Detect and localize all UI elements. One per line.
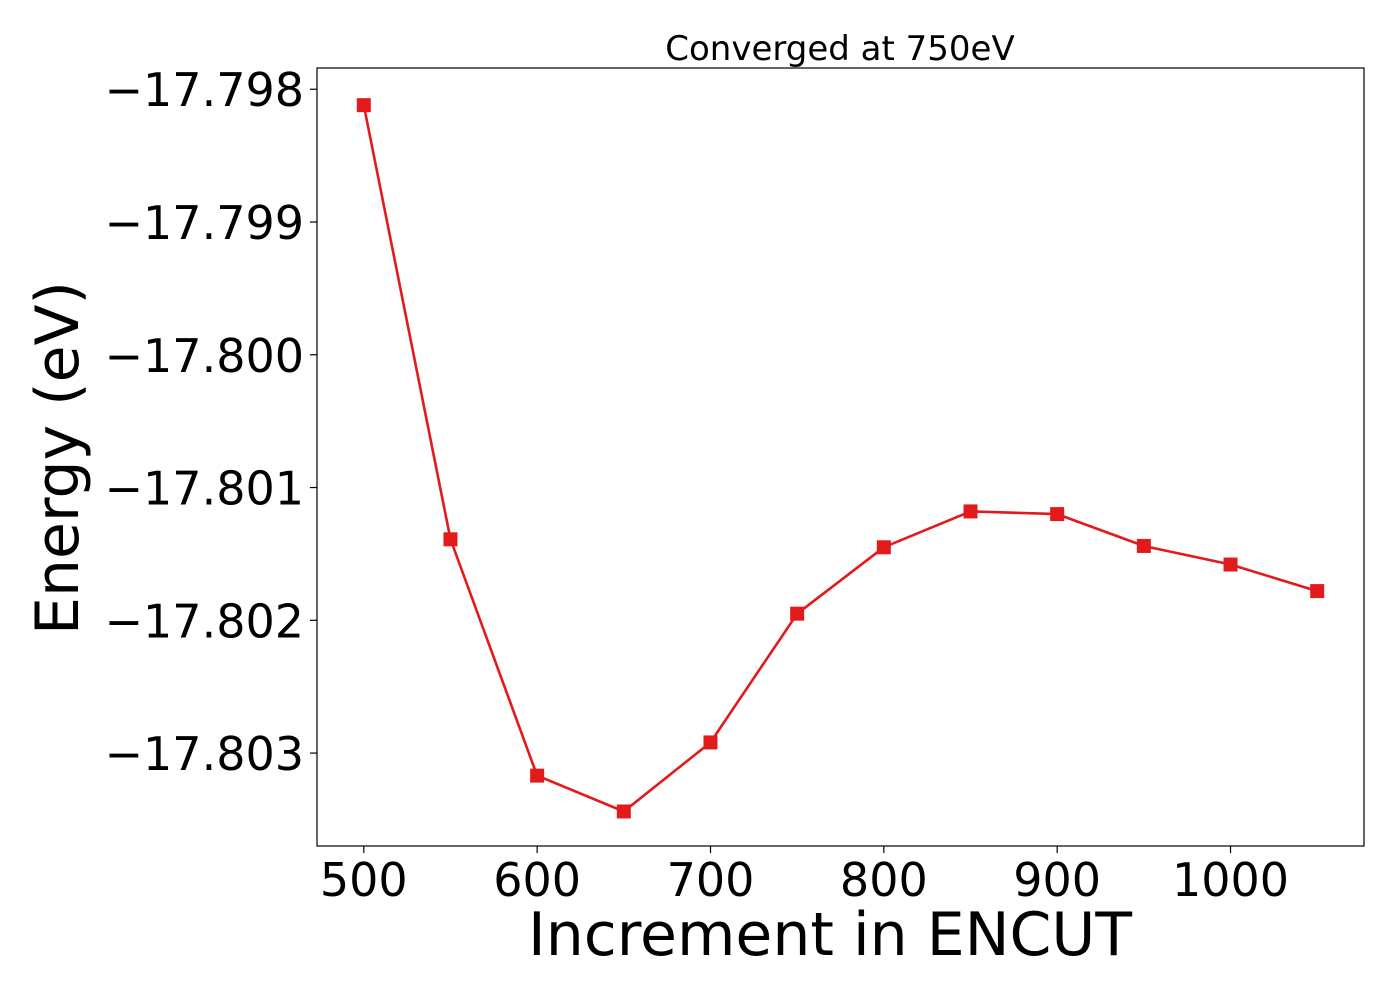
y-axis-label: Energy (eV) <box>23 281 93 635</box>
data-point-marker <box>356 98 371 113</box>
series-layer <box>356 98 1325 819</box>
x-tick-label: 700 <box>667 853 755 907</box>
data-point-marker <box>443 532 458 547</box>
plot-area-frame <box>316 67 1365 847</box>
y-tick-label: −17.803 <box>105 727 305 781</box>
data-point-marker <box>1050 507 1065 522</box>
data-point-marker <box>530 768 545 783</box>
x-tick-label: 900 <box>1013 853 1101 907</box>
x-tick-label: 800 <box>840 853 928 907</box>
data-point-marker <box>963 504 978 519</box>
data-point-marker <box>703 735 718 750</box>
series-line <box>362 104 1318 813</box>
data-point-marker <box>1310 584 1325 599</box>
data-point-marker <box>1223 557 1238 572</box>
y-tick-label: −17.798 <box>105 63 305 117</box>
x-tick-label: 600 <box>493 853 581 907</box>
y-tick-label: −17.801 <box>105 462 305 516</box>
x-tick-label: 1000 <box>1172 853 1289 907</box>
data-point-marker <box>1136 538 1151 553</box>
y-tick-label: −17.800 <box>105 329 305 383</box>
data-point-marker <box>876 540 891 555</box>
y-axis-ticks: −17.798 −17.799 −17.800 −17.801 −17.802 −17.8… <box>105 63 317 781</box>
y-tick-label: −17.799 <box>105 196 305 250</box>
chart-title: Converged at 750eV <box>665 29 1014 69</box>
x-axis-label: Increment in ENCUT <box>528 900 1132 970</box>
data-point-marker <box>790 606 805 621</box>
data-point-marker <box>616 804 631 819</box>
x-tick-label: 500 <box>320 853 408 907</box>
y-tick-label: −17.802 <box>105 594 305 648</box>
x-axis-ticks: 500 600 700 800 900 1000 <box>320 846 1289 907</box>
